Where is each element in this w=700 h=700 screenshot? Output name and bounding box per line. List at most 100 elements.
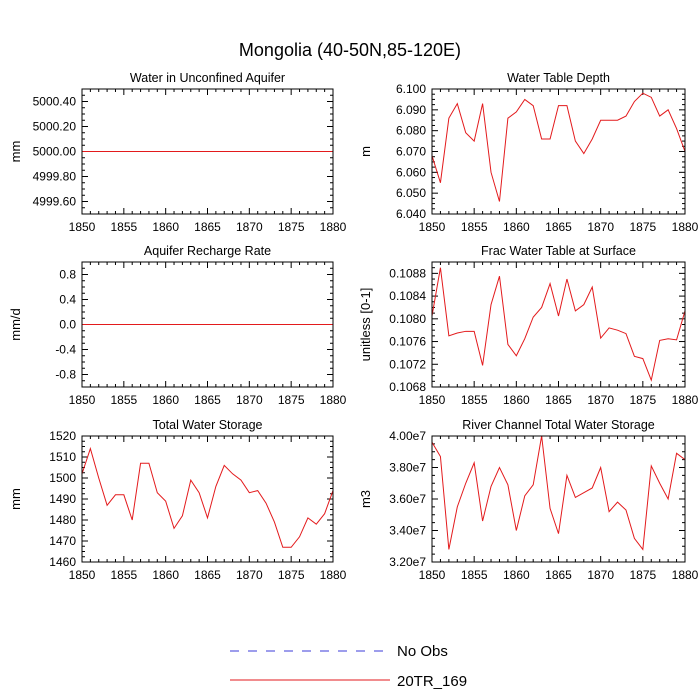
x-tick-label: 1870 — [587, 393, 614, 407]
y-tick-label: 0.4 — [59, 293, 76, 307]
series-line — [431, 267, 686, 382]
y-tick-label: 6.070 — [396, 145, 426, 159]
y-tick-label: 4999.60 — [33, 195, 77, 209]
x-tick-label: 1855 — [461, 393, 488, 407]
x-tick-label: 1865 — [194, 568, 221, 582]
y-axis-label: mm — [8, 141, 23, 163]
y-axis-label: mm/d — [8, 308, 23, 341]
plot-frame — [81, 88, 334, 215]
x-tick-label: 1875 — [629, 568, 656, 582]
y-tick-label: 3.40e7 — [389, 524, 426, 538]
x-tick-label: 1880 — [320, 568, 347, 582]
panels: Water in Unconfined Aquifer mm 1850 1855 186… — [8, 71, 699, 582]
y-axis-label: m — [358, 146, 373, 157]
y-tick-label: 1460 — [49, 555, 76, 569]
x-tick-label: 1860 — [152, 393, 179, 407]
y-tick-label: 1490 — [49, 492, 76, 506]
x-tick-label: 1860 — [503, 568, 530, 582]
x-tick-label: 1870 — [587, 220, 614, 234]
chart-panel-1: Water in Unconfined Aquifer mm 1850 1855 186… — [8, 71, 347, 234]
y-tick-label: 3.60e7 — [389, 492, 426, 506]
y-axis-label: unitless [0-1] — [358, 288, 373, 362]
x-tick-label: 1880 — [672, 568, 699, 582]
x-tick-label: 1865 — [545, 568, 572, 582]
y-tick-label: 0.1072 — [389, 357, 426, 371]
x-tick-label: 1875 — [278, 220, 305, 234]
y-tick-label: 1500 — [49, 471, 76, 485]
chart-title: Aquifer Recharge Rate — [144, 244, 271, 258]
x-tick-label: 1850 — [69, 220, 96, 234]
y-tick-label: 6.090 — [396, 103, 426, 117]
y-tick-label: 3.80e7 — [389, 461, 426, 475]
y-tick-label: 6.080 — [396, 124, 426, 138]
x-tick-label: 1875 — [629, 220, 656, 234]
x-tick-label: 1850 — [69, 393, 96, 407]
x-tick-label: 1870 — [236, 220, 263, 234]
legend: No Obs 20TR_169 — [230, 643, 467, 690]
y-tick-label: 6.050 — [396, 186, 426, 200]
x-tick-label: 1860 — [503, 393, 530, 407]
y-tick-label: 6.060 — [396, 165, 426, 179]
y-tick-label: 5000.00 — [33, 145, 77, 159]
plot-frame — [431, 88, 686, 215]
y-tick-label: -0.8 — [55, 368, 76, 382]
y-tick-label: 1470 — [49, 534, 76, 548]
chart-panel-3: Aquifer Recharge Rate mm/d 1850 1855 1860 186… — [8, 244, 347, 407]
figure-title: Mongolia (40-50N,85-120E) — [239, 40, 461, 60]
y-tick-label: -0.4 — [55, 343, 76, 357]
x-tick-label: 1870 — [236, 393, 263, 407]
x-tick-label: 1850 — [419, 393, 446, 407]
y-tick-label: 0.1088 — [389, 266, 426, 280]
x-tick-label: 1855 — [110, 220, 137, 234]
x-tick-label: 1875 — [278, 568, 305, 582]
x-tick-label: 1860 — [503, 220, 530, 234]
x-tick-label: 1860 — [152, 568, 179, 582]
x-tick-label: 1850 — [419, 568, 446, 582]
x-tick-label: 1880 — [672, 393, 699, 407]
series-line — [431, 92, 686, 202]
x-tick-label: 1870 — [236, 568, 263, 582]
y-tick-label: 6.040 — [396, 207, 426, 221]
chart-panel-4: Frac Water Table at Surface unitless [0-1… — [358, 244, 699, 407]
x-tick-label: 1875 — [629, 393, 656, 407]
x-tick-label: 1865 — [545, 220, 572, 234]
chart-title: Total Water Storage — [152, 418, 262, 432]
y-tick-label: 0.8 — [59, 268, 76, 282]
series-line — [431, 435, 686, 551]
y-tick-label: 0.1084 — [389, 289, 426, 303]
plot-frame — [431, 261, 686, 388]
x-tick-label: 1855 — [461, 220, 488, 234]
y-tick-label: 0.0 — [59, 318, 76, 332]
plot-frame — [81, 435, 334, 563]
x-tick-label: 1860 — [152, 220, 179, 234]
y-axis-label: mm — [8, 488, 23, 510]
x-tick-label: 1850 — [69, 568, 96, 582]
x-tick-label: 1850 — [419, 220, 446, 234]
plot-frame — [431, 435, 686, 563]
x-tick-label: 1855 — [110, 393, 137, 407]
y-tick-label: 0.1076 — [389, 335, 426, 349]
y-tick-label: 1520 — [49, 429, 76, 443]
chart-panel-2: Water Table Depth m 1850 1855 1860 1865 1870 18… — [358, 71, 699, 234]
y-tick-label: 4999.80 — [33, 170, 77, 184]
x-tick-label: 1880 — [320, 220, 347, 234]
x-tick-label: 1855 — [110, 568, 137, 582]
plot-frame — [81, 261, 334, 388]
y-tick-label: 0.1080 — [389, 312, 426, 326]
chart-title: Water Table Depth — [507, 71, 610, 85]
y-tick-label: 4.00e7 — [389, 429, 426, 443]
y-tick-label: 5000.20 — [33, 120, 77, 134]
y-tick-label: 3.20e7 — [389, 555, 426, 569]
chart-title: River Channel Total Water Storage — [462, 418, 655, 432]
chart-title: Water in Unconfined Aquifer — [130, 71, 285, 85]
y-tick-label: 5000.40 — [33, 95, 77, 109]
x-tick-label: 1865 — [194, 393, 221, 407]
y-tick-label: 0.1068 — [389, 380, 426, 394]
series-line — [81, 446, 334, 548]
x-tick-label: 1880 — [672, 220, 699, 234]
x-tick-label: 1880 — [320, 393, 347, 407]
chart-panel-6: River Channel Total Water Storage m3 1850 1… — [358, 418, 699, 582]
legend-label-no-obs: No Obs — [397, 643, 448, 660]
y-tick-label: 6.100 — [396, 82, 426, 96]
